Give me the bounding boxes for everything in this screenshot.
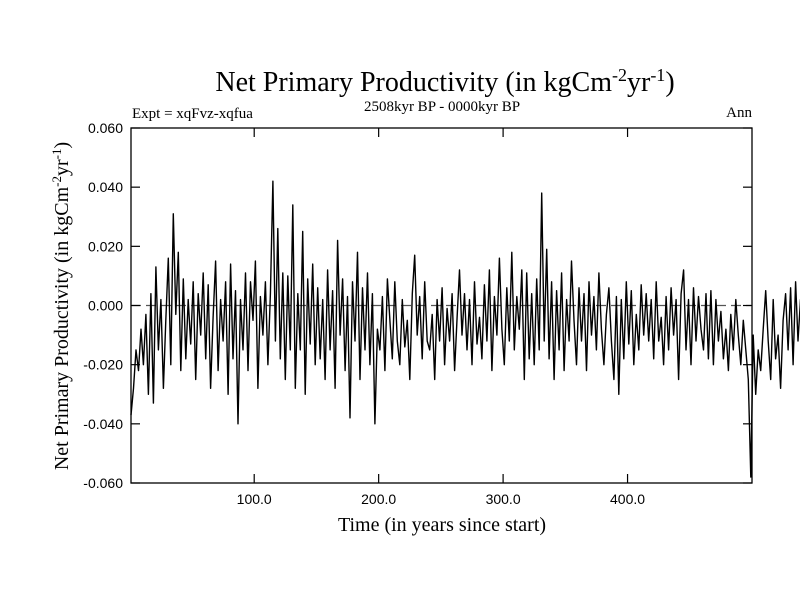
- y-tick-label: -0.040: [83, 416, 123, 432]
- x-axis-label: Time (in years since start): [338, 514, 546, 536]
- y-tick-label: -0.020: [83, 357, 123, 373]
- x-tick-label: 300.0: [486, 491, 521, 507]
- x-tick-label: 400.0: [610, 491, 645, 507]
- season-label: Ann: [726, 105, 752, 121]
- x-axis-ticks: 100.0 200.0 300.0 400.0: [237, 128, 645, 507]
- y-tick-label: 0.060: [88, 120, 123, 136]
- y-tick-label: 0.040: [88, 179, 123, 195]
- chart-title: Net Primary Productivity (in kgCm-2yr-1): [215, 65, 674, 98]
- experiment-label: Expt = xqFvz-xqfua: [132, 106, 253, 122]
- npp-series-line: [130, 180, 800, 478]
- x-tick-label: 200.0: [361, 491, 396, 507]
- y-tick-label: 0.020: [88, 238, 123, 254]
- time-range-label: 2508kyr BP - 0000kyr BP: [364, 99, 520, 115]
- y-axis-label: Net Primary Productivity (in kgCm-2yr-1): [49, 142, 73, 470]
- y-tick-label: -0.060: [83, 475, 123, 491]
- y-axis-ticks: -0.060 -0.040 -0.020 0.000 0.020 0.040 0.060: [83, 120, 752, 491]
- x-tick-label: 100.0: [237, 491, 272, 507]
- y-tick-label: 0.000: [88, 298, 123, 314]
